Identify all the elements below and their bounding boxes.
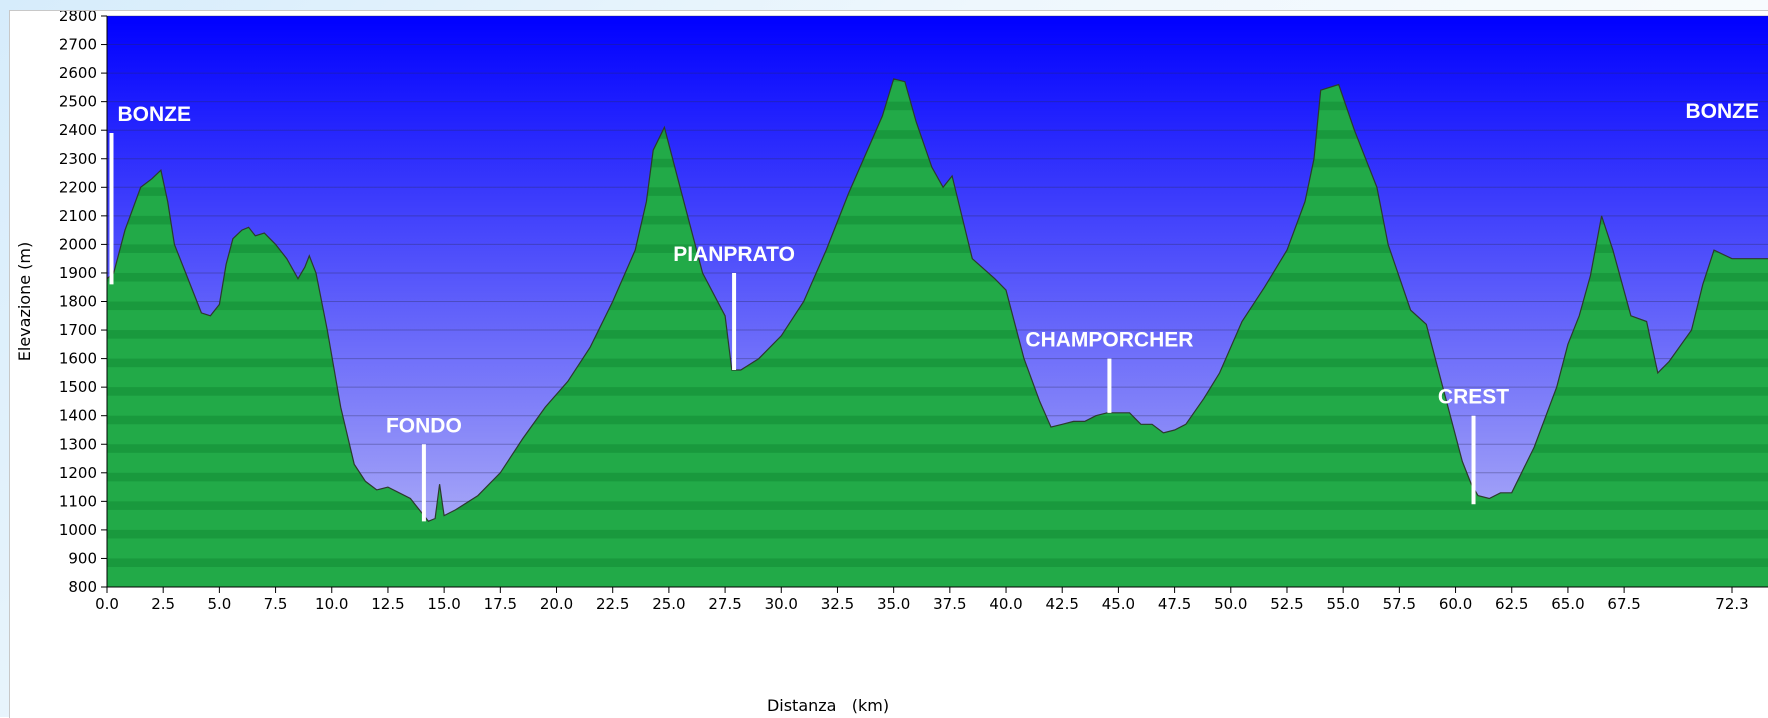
x-tick-label: 7.5 [264, 595, 288, 613]
annotation-label: FONDO [386, 414, 462, 437]
y-tick-label: 1000 [59, 521, 97, 539]
y-tick-label: 2000 [59, 235, 97, 253]
terrain-band [107, 187, 1768, 196]
x-tick-label: 35.0 [877, 595, 910, 613]
y-tick-label: 1500 [59, 378, 97, 396]
x-tick-label: 0.0 [95, 595, 119, 613]
terrain-band [107, 472, 1768, 482]
x-tick-label: 5.0 [207, 595, 231, 613]
annotation-label: BONZE [1686, 100, 1760, 123]
x-tick-label: 15.0 [427, 595, 460, 613]
x-tick-label: 22.5 [596, 595, 629, 613]
x-tick-label: 72.3 [1715, 595, 1748, 613]
x-tick-label: 47.5 [1158, 595, 1191, 613]
x-axis-title: Distanza (km) [767, 696, 889, 715]
y-tick-label: 1600 [59, 350, 97, 368]
y-tick-label: 1800 [59, 293, 97, 311]
x-tick-label: 2.5 [151, 595, 175, 613]
x-tick-label: 25.0 [652, 595, 685, 613]
terrain-band [107, 330, 1768, 339]
x-tick-label: 20.0 [540, 595, 573, 613]
terrain-band [107, 558, 1768, 568]
terrain-outline [106, 78, 1768, 523]
y-tick-label: 2100 [59, 207, 97, 225]
terrain-band [107, 301, 1768, 311]
y-tick-label: 2700 [59, 36, 97, 54]
x-tick-label: 57.5 [1383, 595, 1416, 613]
y-tick-label: 900 [68, 549, 97, 567]
y-tick-label: 1100 [59, 492, 97, 510]
x-tick-label: 30.0 [765, 595, 798, 613]
x-tick-label: 17.5 [484, 595, 517, 613]
y-axis: 800 900 1000 1100 1200 1300 1400 1500 1600 1700 18… [59, 11, 108, 596]
y-tick-label: 2500 [59, 93, 97, 111]
y-tick-label: 2400 [59, 121, 97, 139]
x-tick-label: 52.5 [1270, 595, 1303, 613]
y-axis-title: Elevazione (m) [15, 242, 34, 361]
x-tick-label: 12.5 [371, 595, 404, 613]
terrain-band [107, 387, 1768, 396]
location-annotations: BONZE FONDO PIANPRATO CHAMPORCHER CREST BONZE [109, 100, 1760, 522]
x-tick-label: 42.5 [1046, 595, 1079, 613]
terrain-band [107, 272, 1768, 282]
x-tick-label: 65.0 [1551, 595, 1584, 613]
y-tick-label: 1200 [59, 464, 97, 482]
y-tick-label: 2600 [59, 64, 97, 82]
annotation-label: CHAMPORCHER [1025, 329, 1193, 352]
terrain-band [107, 444, 1768, 453]
x-tick-label: 50.0 [1214, 595, 1247, 613]
terrain-band [107, 415, 1768, 425]
x-tick-label: 55.0 [1326, 595, 1359, 613]
x-axis: 0.0 2.5 5.0 7.5 10.0 12.5 15.0 17.5 20.0 22.5 25.0… [95, 586, 1768, 613]
terrain-band [107, 358, 1768, 368]
chart-panel: BONZE FONDO PIANPRATO CHAMPORCHER CREST BONZE… [9, 10, 1768, 718]
x-tick-label: 37.5 [933, 595, 966, 613]
plot-area: BONZE FONDO PIANPRATO CHAMPORCHER CREST BONZE [106, 15, 1768, 588]
y-tick-label: 1700 [59, 321, 97, 339]
annotation-label: BONZE [117, 103, 190, 126]
terrain-band [107, 529, 1768, 539]
y-tick-label: 2800 [59, 11, 97, 25]
annotation-label: CREST [1438, 386, 1509, 409]
y-tick-label: 2300 [59, 150, 97, 168]
y-tick-label: 1400 [59, 407, 97, 425]
x-tick-label: 40.0 [989, 595, 1022, 613]
annotation-label: PIANPRATO [673, 243, 795, 266]
x-tick-label: 62.5 [1495, 595, 1528, 613]
x-tick-label: 45.0 [1102, 595, 1135, 613]
y-tick-label: 1900 [59, 264, 97, 282]
x-tick-label: 60.0 [1439, 595, 1472, 613]
elevation-profile-chart: BONZEFONDOPIANPRATOCHAMPORCHERCRESTBONZE… [15, 11, 1768, 715]
terrain-band [107, 244, 1768, 253]
y-tick-label: 1300 [59, 435, 97, 453]
x-tick-label: 32.5 [821, 595, 854, 613]
terrain-band [107, 215, 1768, 225]
x-tick-label: 27.5 [708, 595, 741, 613]
y-tick-label: 800 [68, 578, 97, 596]
y-tick-label: 2200 [59, 178, 97, 196]
x-tick-label: 67.5 [1607, 595, 1640, 613]
terrain-band [107, 501, 1768, 510]
x-tick-label: 10.0 [315, 595, 348, 613]
